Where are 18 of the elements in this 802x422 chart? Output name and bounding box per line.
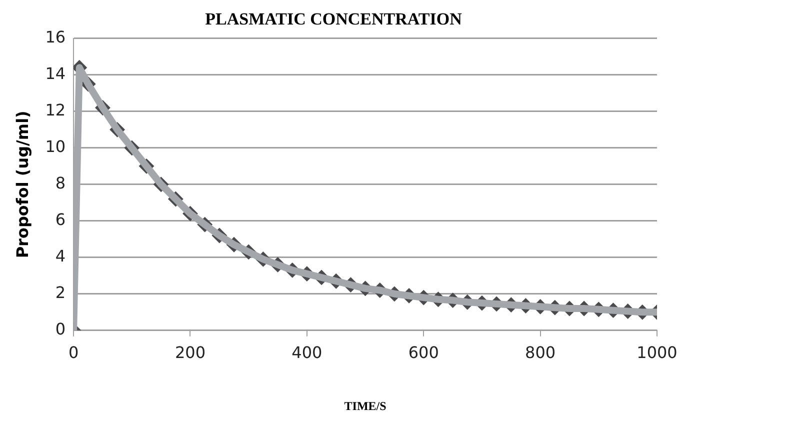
y-tick-label: 6	[55, 210, 66, 230]
y-tick-label: 2	[55, 283, 66, 302]
x-axis-title: TIME/S	[344, 398, 387, 413]
chart-title: PLASMATIC CONCENTRATION	[205, 10, 463, 29]
y-axis-title: Propofol (ug/ml)	[12, 110, 32, 258]
x-tick-label: 800	[525, 343, 556, 362]
x-tick-label: 400	[292, 343, 322, 362]
y-tick-label: 0	[55, 320, 66, 339]
y-tick-label: 4	[55, 246, 66, 266]
x-tick-label: 0	[68, 343, 79, 362]
x-tick-label: 600	[408, 343, 439, 362]
y-tick-label: 10	[45, 137, 66, 156]
y-tick-label: 16	[45, 28, 66, 47]
y-tick-label: 14	[45, 64, 66, 84]
y-tick-label: 12	[45, 100, 66, 120]
x-tick-label: 200	[174, 343, 206, 362]
y-tick-label: 8	[55, 174, 66, 193]
x-tick-label: 1000	[636, 343, 678, 362]
